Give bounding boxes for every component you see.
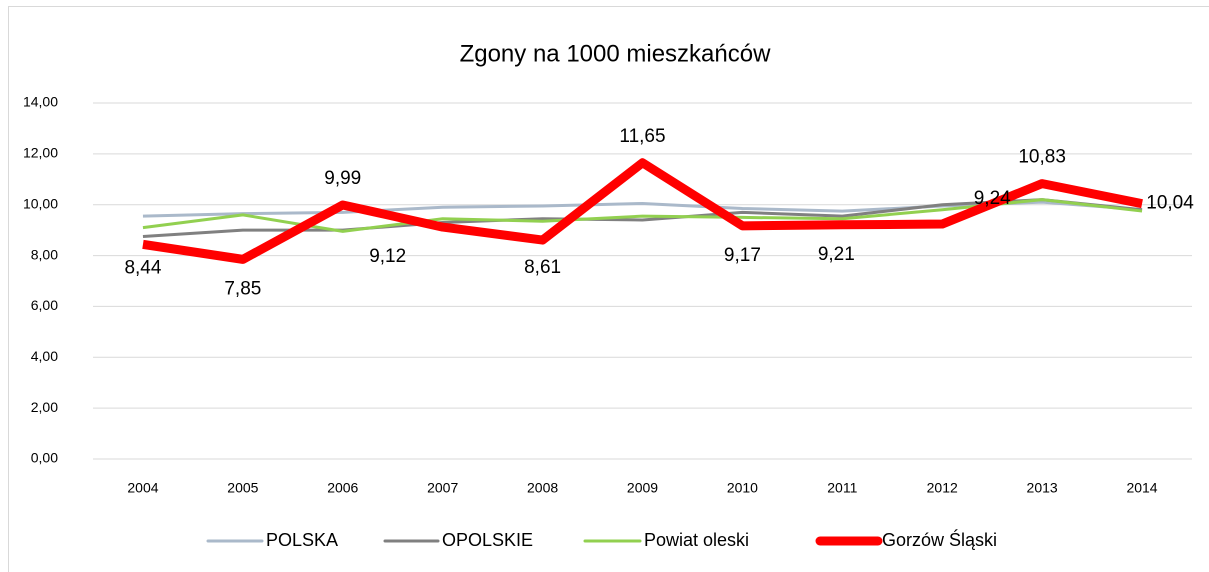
x-tick-label: 2007 <box>427 480 458 496</box>
data-label: 9,21 <box>818 244 855 265</box>
y-tick-label: 8,00 <box>31 246 58 262</box>
series-line <box>142 198 1143 238</box>
x-tick-label: 2013 <box>1027 480 1058 496</box>
y-tick-label: 6,00 <box>31 297 58 313</box>
data-label: 11,65 <box>619 126 665 147</box>
data-label: 7,85 <box>224 278 261 299</box>
y-tick-label: 4,00 <box>31 348 58 364</box>
y-tick-label: 14,00 <box>23 94 58 110</box>
data-label: 10,04 <box>1146 193 1194 214</box>
data-label: 8,61 <box>524 257 561 278</box>
data-label: 9,99 <box>324 168 361 189</box>
x-tick-label: 2004 <box>127 480 158 496</box>
x-tick-label: 2005 <box>227 480 258 496</box>
data-label: 9,24 <box>974 188 1011 209</box>
y-tick-label: 12,00 <box>23 145 58 161</box>
series-line <box>142 158 1143 264</box>
legend-label: Powiat oleski <box>644 530 749 550</box>
x-tick-label: 2012 <box>927 480 958 496</box>
chart-border <box>8 6 1209 572</box>
x-tick-label: 2008 <box>527 480 558 496</box>
data-label: 9,12 <box>369 246 406 267</box>
data-label: 8,44 <box>124 257 161 278</box>
chart-title: Zgony na 1000 mieszkańców <box>460 40 772 67</box>
x-tick-label: 2009 <box>627 480 658 496</box>
y-tick-label: 2,00 <box>31 399 58 415</box>
x-tick-label: 2006 <box>327 480 358 496</box>
x-tick-label: 2014 <box>1126 480 1157 496</box>
x-tick-label: 2010 <box>727 480 758 496</box>
legend-label: Gorzów Śląski <box>882 529 997 550</box>
series-line <box>142 200 1143 218</box>
legend-label: OPOLSKIE <box>442 530 533 550</box>
data-label: 10,83 <box>1018 147 1066 168</box>
x-tick-label: 2011 <box>827 480 857 496</box>
legend-label: POLSKA <box>266 530 338 550</box>
y-tick-label: 0,00 <box>31 450 58 466</box>
y-tick-label: 10,00 <box>23 195 58 211</box>
data-label: 9,17 <box>724 245 761 266</box>
